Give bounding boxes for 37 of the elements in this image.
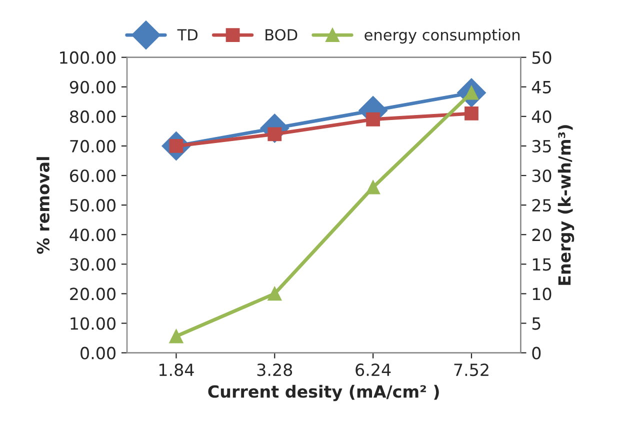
- x-tick-label: 6.24: [356, 364, 391, 376]
- y-tick-label: 30.00: [70, 258, 116, 271]
- y2-tick-label: 20: [532, 228, 552, 242]
- y2-tick-label: 40: [532, 110, 552, 123]
- y-tick-label: 80.00: [70, 110, 116, 123]
- y-tick-label: 10.00: [70, 317, 116, 330]
- y-tick-label: 90.00: [70, 80, 116, 94]
- point: [169, 329, 184, 344]
- x-tick-label: 1.84: [159, 364, 194, 376]
- y-tick-label: 60.00: [70, 169, 116, 182]
- y2-tick-label: 0: [532, 346, 541, 360]
- y-axis-title: % removal: [36, 157, 50, 254]
- y-tick-label: 40.00: [70, 228, 116, 242]
- y2-tick-label: 5: [532, 317, 540, 330]
- y2-axis-title: Energy (k-wh/m³): [558, 125, 574, 285]
- point: [366, 180, 380, 194]
- y2-tick-label: 30: [532, 169, 552, 182]
- y-tick-label: 70.00: [70, 140, 116, 153]
- y2-tick-label: 45: [532, 81, 551, 94]
- legend-label: energy consumption: [364, 28, 520, 44]
- y-tick-label: 20.00: [70, 288, 116, 300]
- point: [366, 112, 380, 126]
- y-tick-label: 0.00: [80, 346, 116, 360]
- legend-label: TD: [177, 29, 198, 40]
- y2-tick-label: 10: [532, 288, 552, 300]
- y-tick-label: 50.00: [70, 199, 116, 212]
- x-tick-label: 7.52: [454, 364, 488, 376]
- x-axis-title: Current desity (mA/cm² ): [208, 384, 439, 402]
- y2-tick-label: 50: [532, 51, 552, 64]
- y-tick-label: 100.00: [60, 51, 116, 64]
- y2-tick-label: 35: [532, 140, 551, 153]
- x-tick-label: 3.28: [257, 364, 292, 376]
- y2-tick-label: 25: [532, 199, 551, 212]
- legend-label: BOD: [266, 29, 298, 41]
- point: [268, 286, 282, 301]
- y2-tick-label: 15: [532, 258, 551, 271]
- point: [464, 106, 478, 120]
